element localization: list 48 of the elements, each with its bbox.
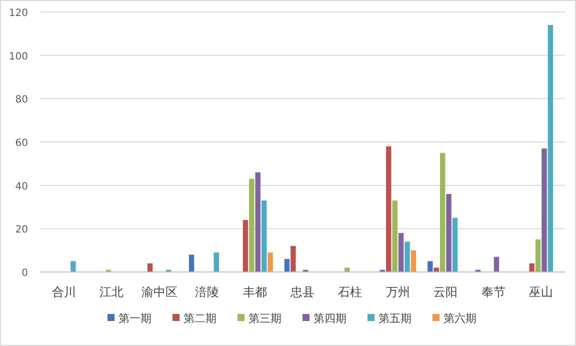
x-tick-label: 石柱 <box>338 285 362 299</box>
bar <box>188 254 194 272</box>
x-tick-label: 丰都 <box>242 285 267 299</box>
legend-label: 第四期 <box>314 312 346 325</box>
bar <box>410 250 416 272</box>
bar <box>548 25 554 272</box>
x-tick-label: 巫山 <box>529 285 554 299</box>
y-tick-label: 100 <box>8 51 28 62</box>
bar <box>290 246 296 272</box>
bar <box>386 146 392 272</box>
y-tick-label: 0 <box>22 268 28 279</box>
y-tick-label: 20 <box>15 224 28 236</box>
legend-label: 第三期 <box>248 312 282 325</box>
bar <box>70 261 76 272</box>
x-tick-label: 奉节 <box>481 285 506 299</box>
x-tick-label: 忠县 <box>290 285 314 299</box>
bar <box>214 252 219 272</box>
legend-label: 第二期 <box>184 312 216 325</box>
legend-label: 第一期 <box>118 312 152 325</box>
x-tick-label: 云阳 <box>434 285 458 299</box>
bar <box>261 200 267 272</box>
bar <box>535 240 541 272</box>
bar <box>404 242 410 272</box>
x-tick-label: 江北 <box>100 285 124 299</box>
bar <box>268 252 273 272</box>
x-tick-label: 渝中区 <box>141 285 178 299</box>
x-tick-label: 合川 <box>52 285 76 299</box>
y-tick-label: 60 <box>15 138 28 149</box>
bar <box>428 261 433 272</box>
bar <box>452 218 458 272</box>
bar <box>398 233 404 272</box>
legend-label: 第六期 <box>444 312 476 325</box>
bar <box>529 263 534 272</box>
y-tick-label: 80 <box>15 94 28 106</box>
bar <box>249 178 254 272</box>
bar <box>542 148 547 272</box>
legend-label: 第五期 <box>378 312 412 325</box>
bar <box>446 194 452 272</box>
bar <box>255 172 260 272</box>
bar <box>242 220 248 272</box>
bar <box>392 200 398 272</box>
bar <box>284 259 290 272</box>
y-tick-label: 40 <box>15 181 28 192</box>
bar <box>440 152 446 272</box>
x-tick-label: 万州 <box>386 285 410 299</box>
y-tick-label: 120 <box>8 8 28 19</box>
bar <box>494 256 500 272</box>
x-tick-label: 涪陵 <box>195 285 220 299</box>
